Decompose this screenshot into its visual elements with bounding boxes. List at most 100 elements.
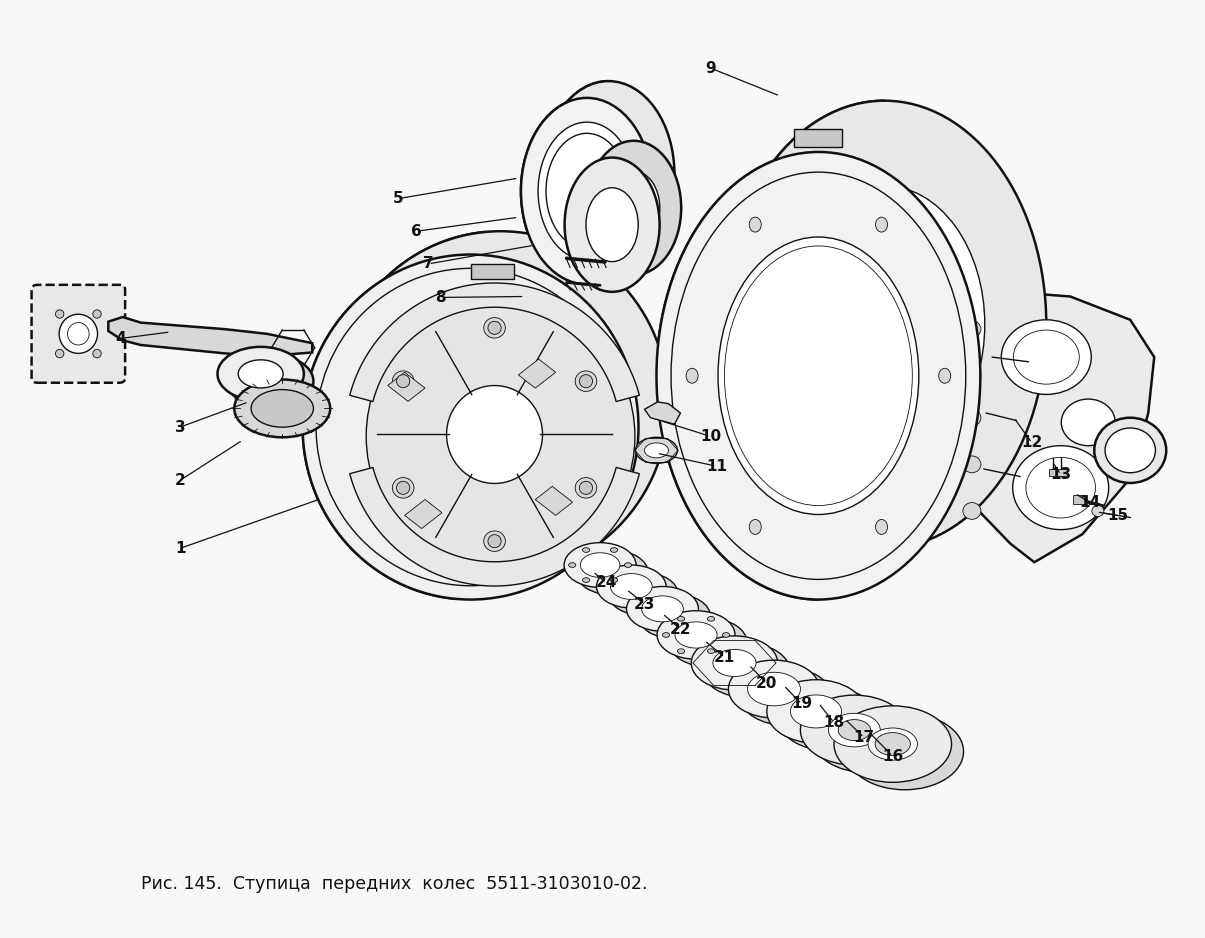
Ellipse shape [800, 695, 909, 765]
Ellipse shape [939, 369, 951, 384]
Polygon shape [657, 100, 884, 599]
Text: 11: 11 [706, 459, 727, 474]
Ellipse shape [740, 668, 831, 725]
Text: 5: 5 [393, 191, 404, 206]
Ellipse shape [217, 347, 304, 401]
Ellipse shape [627, 586, 699, 631]
Ellipse shape [707, 649, 715, 654]
Ellipse shape [366, 298, 635, 574]
Ellipse shape [93, 310, 101, 318]
Ellipse shape [812, 703, 921, 773]
Ellipse shape [248, 368, 293, 396]
Text: 7: 7 [423, 256, 434, 271]
Ellipse shape [669, 618, 747, 667]
Ellipse shape [580, 481, 593, 494]
Ellipse shape [803, 703, 853, 735]
Ellipse shape [596, 565, 666, 608]
Bar [471, 265, 513, 280]
Ellipse shape [1062, 399, 1116, 446]
Ellipse shape [586, 188, 639, 262]
Ellipse shape [790, 695, 841, 728]
Ellipse shape [1105, 428, 1156, 473]
Ellipse shape [396, 481, 410, 494]
Text: 18: 18 [823, 715, 845, 730]
Ellipse shape [724, 246, 912, 506]
Ellipse shape [657, 611, 735, 659]
Ellipse shape [396, 374, 410, 387]
Ellipse shape [778, 688, 877, 750]
Ellipse shape [580, 374, 593, 387]
Text: 17: 17 [853, 730, 875, 745]
Ellipse shape [707, 616, 715, 621]
Ellipse shape [611, 548, 618, 552]
Ellipse shape [565, 158, 659, 292]
Ellipse shape [675, 622, 717, 648]
Ellipse shape [834, 705, 952, 782]
Ellipse shape [1001, 320, 1092, 394]
Ellipse shape [483, 531, 505, 552]
Ellipse shape [611, 578, 618, 582]
Polygon shape [521, 81, 609, 284]
Ellipse shape [575, 477, 596, 498]
Ellipse shape [713, 649, 756, 676]
Text: 14: 14 [1078, 495, 1100, 510]
Ellipse shape [723, 632, 730, 637]
Ellipse shape [687, 629, 729, 656]
Ellipse shape [393, 477, 415, 498]
Ellipse shape [609, 572, 678, 615]
Ellipse shape [564, 543, 636, 587]
Polygon shape [108, 317, 312, 356]
Ellipse shape [93, 349, 101, 357]
Ellipse shape [55, 310, 64, 318]
Ellipse shape [1013, 330, 1080, 385]
Ellipse shape [692, 636, 777, 690]
Ellipse shape [316, 268, 625, 585]
Ellipse shape [653, 603, 695, 629]
Ellipse shape [624, 563, 631, 567]
Text: 20: 20 [756, 676, 777, 691]
Text: 23: 23 [634, 597, 656, 612]
Ellipse shape [576, 550, 648, 595]
Text: 6: 6 [411, 224, 422, 239]
Ellipse shape [829, 713, 881, 747]
Ellipse shape [729, 660, 819, 718]
Ellipse shape [718, 237, 918, 515]
Ellipse shape [539, 122, 636, 260]
Text: 24: 24 [595, 575, 617, 590]
Ellipse shape [657, 152, 981, 599]
Ellipse shape [876, 217, 888, 232]
Ellipse shape [963, 409, 981, 426]
Polygon shape [302, 232, 486, 598]
Ellipse shape [759, 680, 812, 713]
Ellipse shape [704, 643, 789, 698]
Ellipse shape [488, 535, 501, 548]
Text: 1: 1 [175, 541, 186, 555]
Text: 15: 15 [1107, 508, 1129, 523]
Bar [518, 359, 556, 388]
Ellipse shape [766, 680, 865, 743]
Bar [535, 486, 572, 515]
Ellipse shape [593, 560, 631, 584]
Ellipse shape [963, 368, 981, 385]
Ellipse shape [582, 578, 589, 582]
Ellipse shape [677, 616, 684, 621]
Ellipse shape [663, 632, 670, 637]
Bar [1072, 495, 1087, 505]
Ellipse shape [569, 563, 576, 567]
Bar [794, 129, 842, 147]
Ellipse shape [839, 719, 870, 741]
Ellipse shape [876, 520, 888, 535]
Ellipse shape [880, 735, 929, 767]
Ellipse shape [723, 100, 1046, 548]
Text: Рис. 145.  Ступица  передних  колес  5511-3103010-02.: Рис. 145. Ступица передних колес 5511-31… [141, 875, 647, 893]
Ellipse shape [546, 133, 628, 249]
Ellipse shape [393, 371, 415, 391]
Bar [405, 500, 442, 528]
Text: 2: 2 [175, 473, 186, 488]
Ellipse shape [333, 232, 669, 576]
Ellipse shape [635, 437, 677, 463]
Text: 19: 19 [790, 697, 812, 712]
Text: 9: 9 [705, 61, 716, 76]
Ellipse shape [677, 649, 684, 654]
Ellipse shape [227, 355, 313, 408]
